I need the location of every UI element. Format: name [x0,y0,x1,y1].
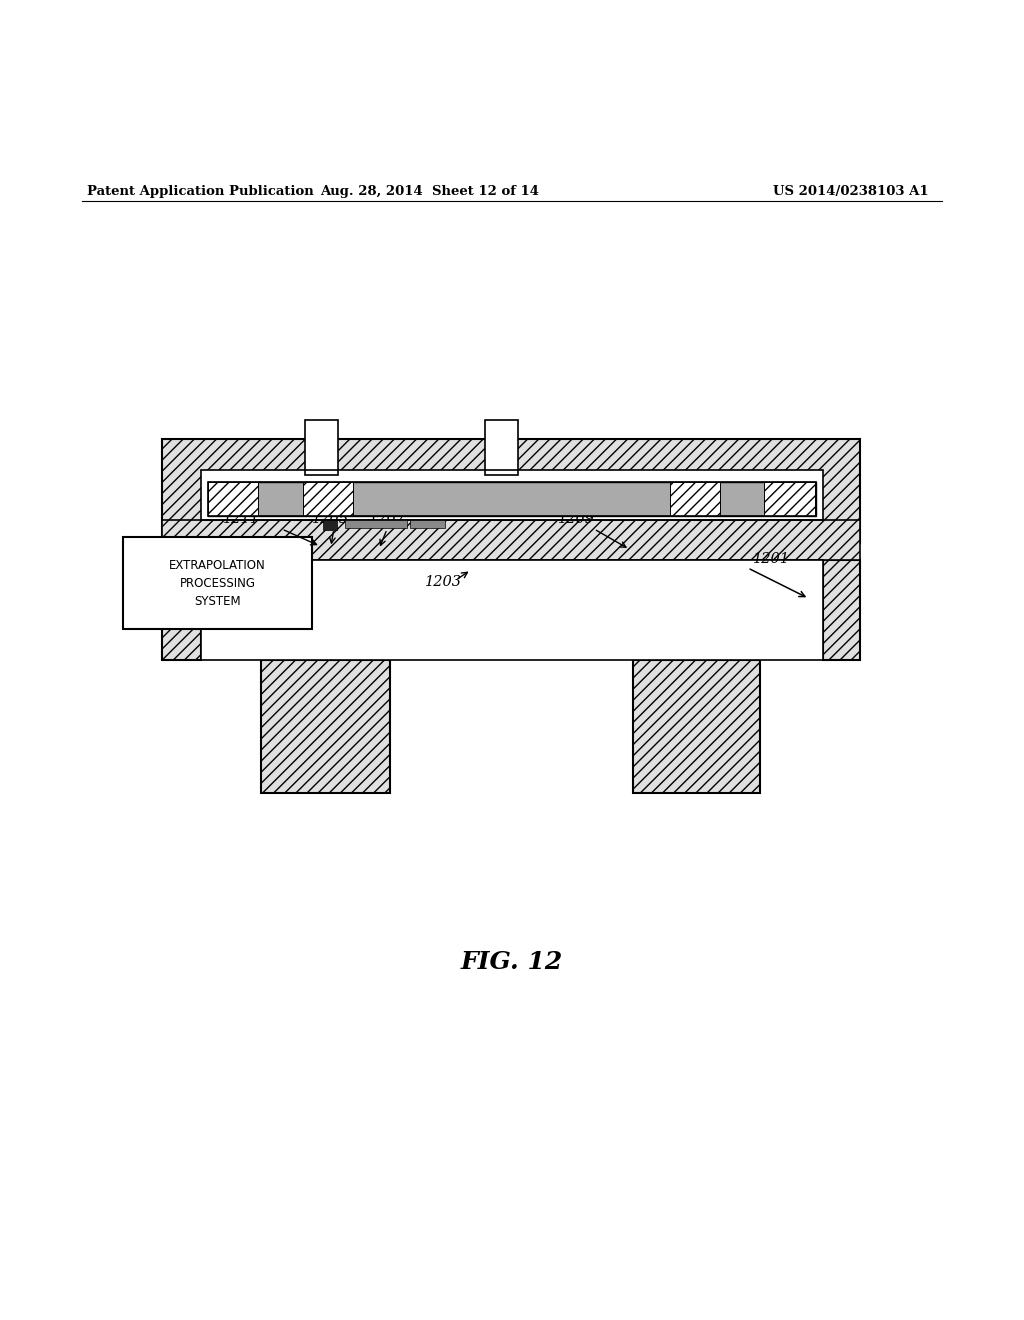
Text: US 2014/0238103 A1: US 2014/0238103 A1 [773,185,929,198]
Bar [410,520,445,528]
Bar [345,520,407,528]
Bar [208,482,816,516]
Text: 1201: 1201 [753,552,790,566]
Bar [201,470,823,520]
Bar [162,560,201,660]
Text: EXTRAPOLATION
PROCESSING
SYSTEM: EXTRAPOLATION PROCESSING SYSTEM [169,558,266,607]
Text: FIG. 12: FIG. 12 [461,950,563,974]
Bar [208,482,816,516]
Bar [305,420,338,475]
Bar [162,438,860,544]
Bar [201,470,823,520]
Text: 1205: 1205 [312,512,349,525]
Bar [208,482,258,516]
Bar [633,660,760,793]
Bar [261,660,390,793]
Bar [123,537,312,630]
Text: 1203: 1203 [425,576,462,589]
Bar [162,520,860,560]
Text: Aug. 28, 2014  Sheet 12 of 14: Aug. 28, 2014 Sheet 12 of 14 [321,185,540,198]
Bar [765,482,815,516]
Bar [485,420,518,475]
Text: 1209: 1209 [558,512,595,525]
Bar [823,560,860,660]
Text: Patent Application Publication: Patent Application Publication [87,185,313,198]
Bar [670,482,720,516]
Text: 1207: 1207 [369,512,406,525]
Bar [323,520,337,529]
Bar [201,560,823,660]
Text: 1211: 1211 [223,512,260,525]
Bar [303,482,353,516]
